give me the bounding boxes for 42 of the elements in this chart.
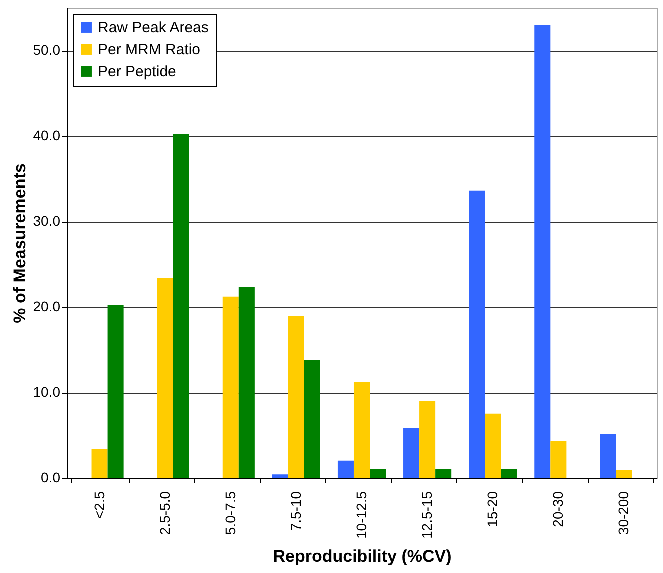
legend-label: Per MRM Ratio — [98, 42, 201, 58]
y-tick-label: 0.0 — [41, 470, 61, 486]
x-tick-label: 10-12.5 — [354, 491, 370, 539]
bar — [534, 25, 551, 478]
bar — [222, 296, 239, 478]
x-axis-title: Reproducibility (%CV) — [273, 546, 452, 566]
bar — [338, 460, 354, 478]
bar — [238, 287, 255, 478]
y-tick-label: 40.0 — [33, 128, 61, 144]
x-tick-label: 30-200 — [616, 491, 632, 536]
x-tick-label: 20-30 — [550, 491, 566, 528]
bar — [550, 441, 567, 478]
bar — [616, 470, 632, 478]
x-tick-label: 15-20 — [484, 491, 501, 528]
y-tick-label: 10.0 — [33, 384, 61, 400]
x-tick-label: 12.5-15 — [419, 491, 436, 539]
bar — [469, 190, 486, 478]
bar — [370, 469, 386, 478]
bar — [420, 401, 436, 478]
bar — [501, 469, 518, 478]
bar — [600, 434, 616, 478]
bar — [108, 305, 124, 478]
bar — [304, 360, 320, 478]
bar — [354, 382, 370, 478]
y-tick-label: 30.0 — [33, 213, 61, 230]
bar — [272, 474, 288, 478]
bar — [485, 414, 502, 478]
y-tick-label: 20.0 — [33, 298, 61, 315]
legend-label: Raw Peak Areas — [98, 20, 209, 36]
x-tick-label: 5.0-7.5 — [222, 491, 238, 536]
x-tick-label: 2.5-5.0 — [156, 491, 173, 536]
x-tick-label: 7.5-10 — [288, 491, 304, 532]
bar — [173, 134, 190, 478]
bar — [436, 469, 452, 478]
y-axis-title: % of Measurements — [10, 164, 30, 324]
legend-label: Per Peptide — [98, 64, 176, 80]
bar — [157, 278, 174, 478]
x-tick-label: <2.5 — [91, 491, 108, 520]
bar — [92, 448, 108, 478]
bar — [288, 316, 304, 478]
y-tick-label: 50.0 — [33, 42, 61, 58]
bar — [404, 428, 420, 478]
